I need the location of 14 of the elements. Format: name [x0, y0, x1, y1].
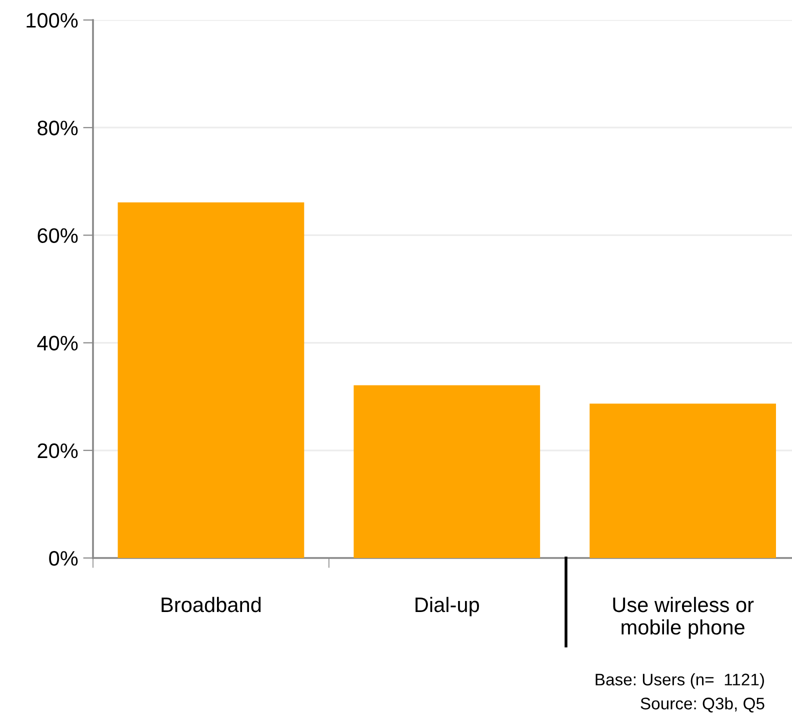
y-tick-label: 100% — [26, 13, 78, 28]
bar — [118, 202, 304, 558]
bar — [590, 404, 776, 558]
y-tick-label: 60% — [38, 228, 78, 243]
x-tick-label: Use wireless or mobile phone — [613, 596, 754, 639]
y-tick-label: 40% — [37, 336, 78, 351]
y-tick-label: 0% — [49, 551, 78, 566]
y-tick-label: 20% — [38, 443, 78, 458]
x-tick-label: Broadband — [162, 596, 261, 612]
source-note: Source: Q3b, Q5 — [640, 697, 764, 712]
x-tick-label: Dial-up — [416, 596, 480, 616]
y-tick-label: 80% — [38, 120, 78, 136]
text: Base: Users (n= 1121) — [596, 673, 764, 689]
bar — [354, 385, 540, 558]
